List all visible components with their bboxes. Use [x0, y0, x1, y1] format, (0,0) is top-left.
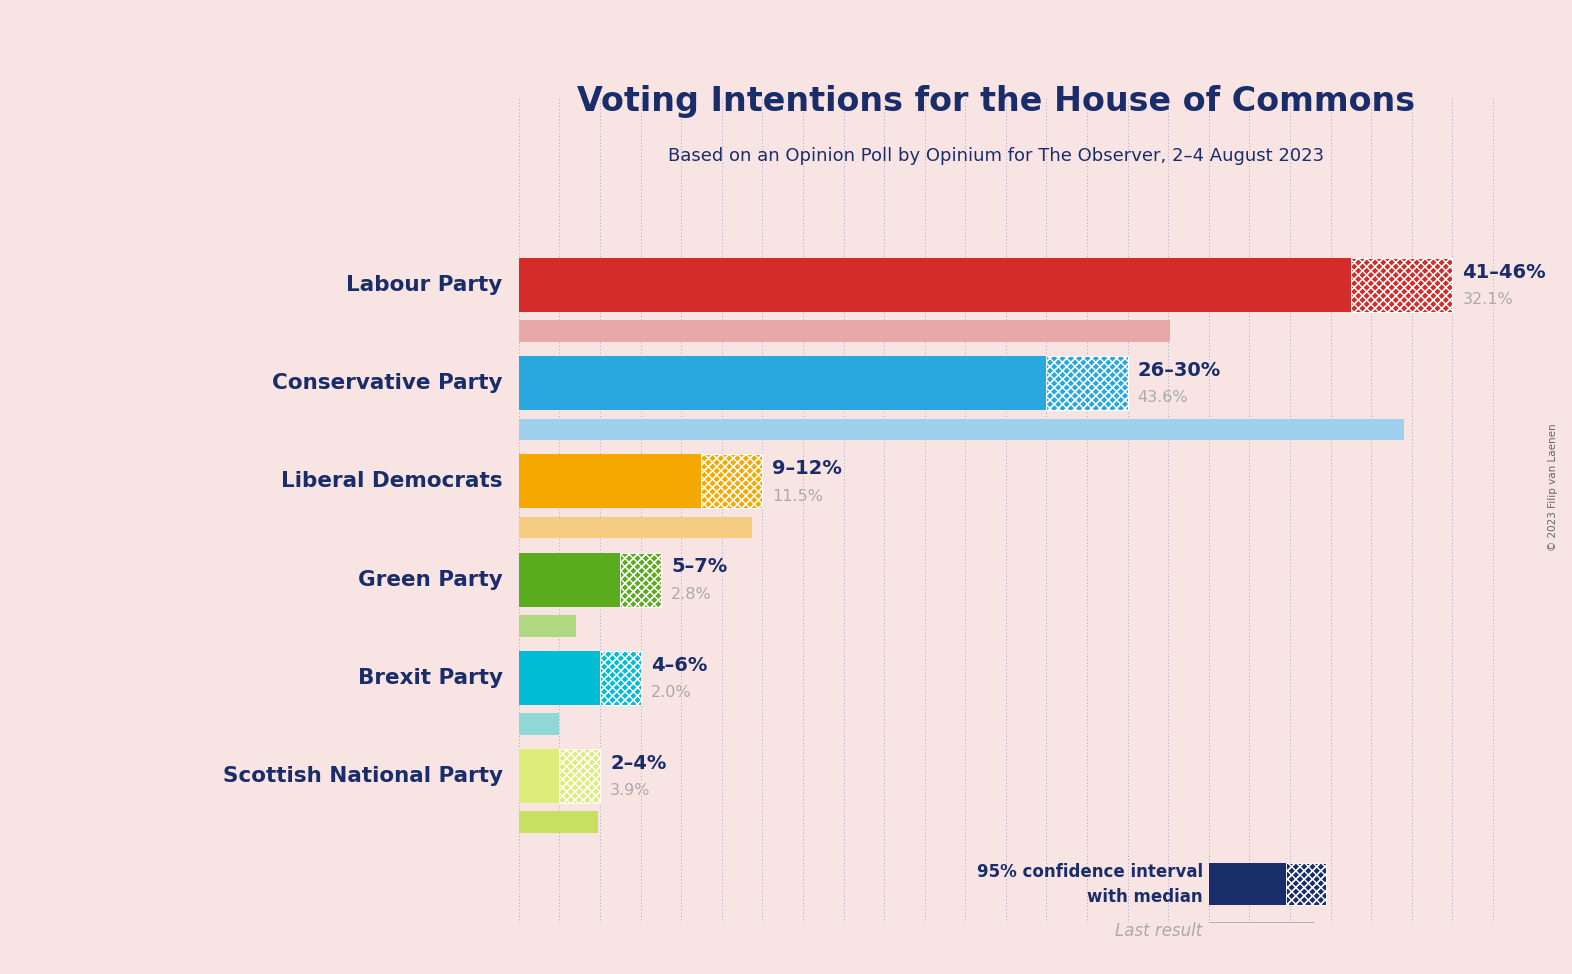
Bar [519, 419, 1404, 440]
Text: Scottish National Party: Scottish National Party [223, 766, 503, 786]
Text: 26–30%: 26–30% [1138, 361, 1221, 380]
Bar [519, 258, 1350, 312]
Bar [701, 455, 762, 508]
Text: 3.9%: 3.9% [610, 783, 651, 799]
Bar [560, 749, 601, 803]
Bar [519, 615, 575, 637]
Bar [701, 455, 762, 508]
Bar [519, 320, 1170, 342]
Bar [560, 749, 601, 803]
Bar [1047, 356, 1127, 410]
Text: 5–7%: 5–7% [671, 557, 728, 577]
Bar [621, 552, 660, 607]
Bar [601, 651, 641, 705]
Text: Green Party: Green Party [358, 570, 503, 589]
Bar [519, 811, 597, 833]
Bar [1286, 864, 1327, 905]
Bar [1286, 864, 1327, 905]
Text: Conservative Party: Conservative Party [272, 373, 503, 393]
Text: Liberal Democrats: Liberal Democrats [281, 471, 503, 492]
Bar [1350, 258, 1453, 312]
Text: 2.0%: 2.0% [651, 685, 692, 700]
Text: 4–6%: 4–6% [651, 656, 707, 675]
Bar [519, 749, 560, 803]
Text: 2–4%: 2–4% [610, 754, 667, 772]
Bar [519, 356, 1047, 410]
Bar [1350, 258, 1453, 312]
Bar [1209, 922, 1314, 940]
Bar [621, 552, 660, 607]
Text: Voting Intentions for the House of Commons: Voting Intentions for the House of Commo… [577, 85, 1415, 118]
Bar [1209, 864, 1286, 905]
Text: Based on an Opinion Poll by Opinium for The Observer, 2–4 August 2023: Based on an Opinion Poll by Opinium for … [668, 147, 1324, 166]
Bar [1047, 356, 1127, 410]
Bar [601, 651, 641, 705]
Text: Labour Party: Labour Party [346, 275, 503, 295]
Text: 2.8%: 2.8% [671, 587, 712, 602]
Text: 43.6%: 43.6% [1138, 391, 1188, 405]
Bar [519, 552, 621, 607]
Text: 41–46%: 41–46% [1462, 263, 1545, 281]
Bar [519, 517, 753, 539]
Text: Brexit Party: Brexit Party [357, 668, 503, 688]
Text: 32.1%: 32.1% [1462, 292, 1514, 307]
Text: 95% confidence interval
with median: 95% confidence interval with median [976, 863, 1203, 906]
Bar [519, 713, 560, 734]
Bar [1286, 864, 1327, 905]
Bar [601, 651, 641, 705]
Bar [701, 455, 762, 508]
Bar [560, 749, 601, 803]
Text: 9–12%: 9–12% [772, 459, 843, 478]
Text: © 2023 Filip van Laenen: © 2023 Filip van Laenen [1548, 423, 1558, 551]
Bar [621, 552, 660, 607]
Bar [519, 455, 701, 508]
Bar [519, 651, 601, 705]
Bar [1047, 356, 1127, 410]
Bar [1350, 258, 1453, 312]
Text: Last result: Last result [1116, 922, 1203, 940]
Text: 11.5%: 11.5% [772, 489, 824, 504]
